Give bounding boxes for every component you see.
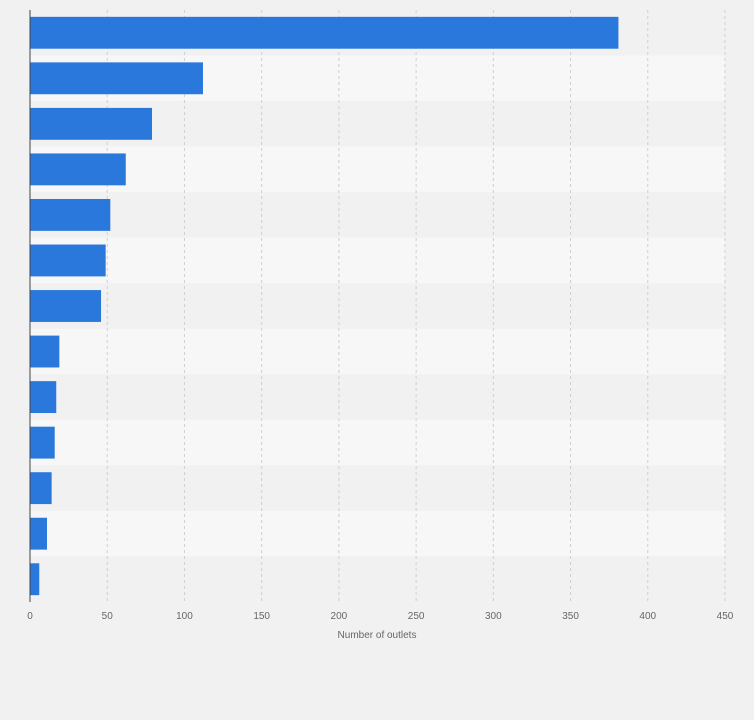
x-tick-label: 50 — [102, 611, 114, 622]
bar[interactable] — [30, 426, 55, 459]
x-axis-title: Number of outlets — [338, 630, 417, 641]
x-tick-label: 350 — [562, 611, 579, 622]
x-tick-label: 250 — [408, 611, 425, 622]
x-tick-label: 400 — [639, 611, 656, 622]
row-band — [30, 419, 725, 466]
bars — [30, 16, 619, 596]
bar[interactable] — [30, 62, 203, 95]
row-band — [30, 510, 725, 557]
row-band — [30, 283, 725, 329]
row-band — [30, 374, 725, 420]
gridlines — [106, 10, 726, 602]
bar[interactable] — [30, 16, 619, 49]
x-tick-label: 450 — [717, 611, 734, 622]
x-tick-label: 200 — [331, 611, 348, 622]
x-tick-label: 100 — [176, 611, 193, 622]
bar[interactable] — [30, 107, 153, 140]
x-tick-label: 0 — [27, 611, 33, 622]
bar[interactable] — [30, 563, 40, 596]
x-axis-ticks: 0 50 100 150 200 250 300 350 400 450 — [27, 611, 734, 622]
x-tick-label: 150 — [253, 611, 270, 622]
bar[interactable] — [30, 290, 102, 322]
bar[interactable] — [30, 153, 126, 186]
row-band — [30, 237, 725, 284]
bar[interactable] — [30, 472, 52, 505]
bar[interactable] — [30, 517, 47, 550]
row-band — [30, 465, 725, 511]
bar[interactable] — [30, 381, 57, 414]
x-tick-label: 300 — [485, 611, 502, 622]
row-band — [30, 328, 725, 375]
bar[interactable] — [30, 335, 60, 368]
row-band — [30, 556, 725, 602]
bar[interactable] — [30, 244, 106, 277]
row-bands — [30, 10, 725, 602]
row-band — [30, 192, 725, 238]
row-band — [30, 146, 725, 193]
bar[interactable] — [30, 198, 111, 231]
